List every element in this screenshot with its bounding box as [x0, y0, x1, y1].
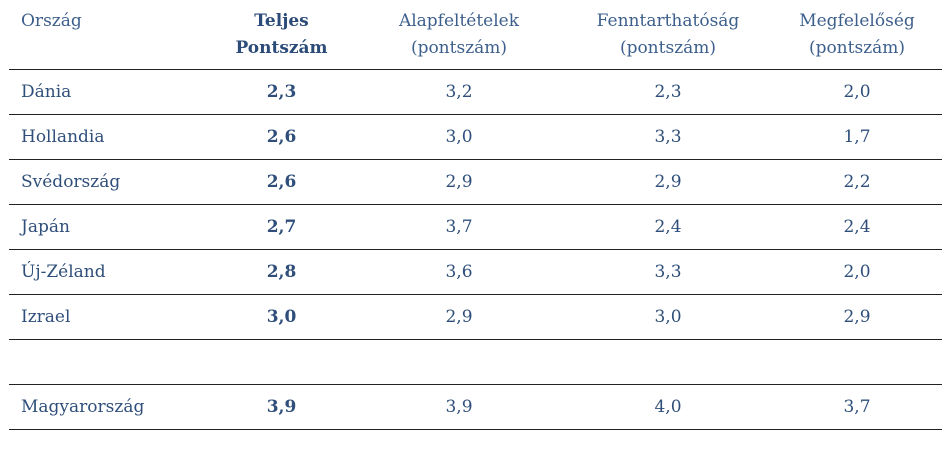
sustain-score-cell: 2,9 [654, 172, 682, 192]
basic-score-cell: 2,9 [445, 307, 473, 327]
country-cell: Dánia [21, 82, 72, 102]
basic-score-cell: 2,9 [445, 172, 473, 192]
header-adequacy-line2: (pontszám) [808, 38, 906, 58]
header-adequacy-line1: Megfelelőség [799, 11, 915, 31]
basic-score-cell: 3,0 [445, 127, 473, 147]
table-row-highlight: Magyarország 3,9 3,9 4,0 3,7 [9, 385, 942, 430]
total-score-cell: 2,6 [266, 172, 297, 192]
adequacy-score-cell: 1,7 [843, 127, 871, 147]
table-row: Izrael 3,0 2,9 3,0 2,9 [9, 295, 942, 340]
country-cell: Svédország [21, 172, 121, 192]
header-total-line2: Pontszám [235, 38, 328, 58]
adequacy-score-cell: 2,0 [843, 262, 871, 282]
table-row: Új-Zéland 2,8 3,6 3,3 2,0 [9, 250, 942, 295]
total-score-cell: 2,8 [266, 262, 297, 282]
total-score-cell: 2,7 [266, 217, 297, 237]
score-table: Ország Teljes Pontszám Alapfeltételek (p… [9, 0, 942, 430]
total-score-cell: 3,9 [266, 397, 297, 417]
country-cell: Japán [21, 217, 70, 237]
basic-score-cell: 3,7 [445, 217, 473, 237]
basic-score-cell: 3,9 [445, 397, 473, 417]
header-total: Teljes Pontszám [209, 0, 354, 62]
country-cell: Hollandia [21, 127, 105, 147]
basic-score-cell: 3,2 [445, 82, 473, 102]
total-score-cell: 2,6 [266, 127, 297, 147]
header-sustain-line1: Fenntarthatóság [596, 11, 740, 31]
adequacy-score-cell: 3,7 [843, 397, 871, 417]
total-score-cell: 2,3 [266, 82, 297, 102]
adequacy-score-cell: 2,0 [843, 82, 871, 102]
header-country-label: Ország [21, 11, 82, 31]
table-header-row: Ország Teljes Pontszám Alapfeltételek (p… [9, 0, 942, 70]
sustain-score-cell: 3,0 [654, 307, 682, 327]
table-row: Svédország 2,6 2,9 2,9 2,2 [9, 160, 942, 205]
header-sustain-line2: (pontszám) [619, 38, 717, 58]
country-cell: Izrael [21, 307, 71, 327]
table-row: Dánia 2,3 3,2 2,3 2,0 [9, 70, 942, 115]
sustain-score-cell: 3,3 [654, 262, 682, 282]
header-basic-line2: (pontszám) [410, 38, 508, 58]
basic-score-cell: 3,6 [445, 262, 473, 282]
table-row: Hollandia 2,6 3,0 3,3 1,7 [9, 115, 942, 160]
adequacy-score-cell: 2,9 [843, 307, 871, 327]
adequacy-score-cell: 2,2 [843, 172, 871, 192]
header-country: Ország [9, 0, 209, 35]
table-spacer-row [9, 340, 942, 385]
header-adequacy: Megfelelőség (pontszám) [772, 0, 942, 62]
sustain-score-cell: 4,0 [654, 397, 682, 417]
country-cell: Új-Zéland [21, 262, 106, 282]
header-sustain: Fenntarthatóság (pontszám) [564, 0, 772, 62]
sustain-score-cell: 3,3 [654, 127, 682, 147]
country-cell: Magyarország [21, 397, 145, 417]
total-score-cell: 3,0 [266, 307, 297, 327]
sustain-score-cell: 2,4 [654, 217, 682, 237]
header-basic-line1: Alapfeltételek [398, 11, 520, 31]
header-total-line1: Teljes [254, 11, 309, 31]
adequacy-score-cell: 2,4 [843, 217, 871, 237]
table-row: Japán 2,7 3,7 2,4 2,4 [9, 205, 942, 250]
header-basic: Alapfeltételek (pontszám) [354, 0, 564, 62]
sustain-score-cell: 2,3 [654, 82, 682, 102]
